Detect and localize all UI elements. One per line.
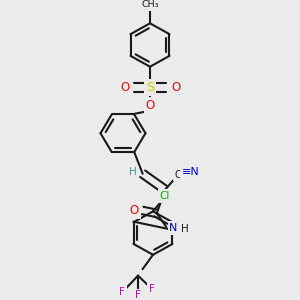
- Text: Cl: Cl: [159, 191, 170, 201]
- Text: F: F: [135, 290, 141, 300]
- Text: F: F: [148, 284, 154, 294]
- Text: ≡N: ≡N: [182, 167, 199, 177]
- Text: O: O: [120, 81, 129, 94]
- Text: H: H: [129, 167, 137, 177]
- Text: CH₃: CH₃: [141, 0, 159, 9]
- Text: O: O: [171, 81, 180, 94]
- Text: S: S: [146, 81, 154, 94]
- Text: O: O: [146, 99, 154, 112]
- Text: C: C: [175, 169, 182, 180]
- Text: N: N: [169, 223, 178, 233]
- Text: O: O: [130, 204, 139, 217]
- Text: F: F: [119, 287, 125, 297]
- Text: H: H: [181, 224, 189, 234]
